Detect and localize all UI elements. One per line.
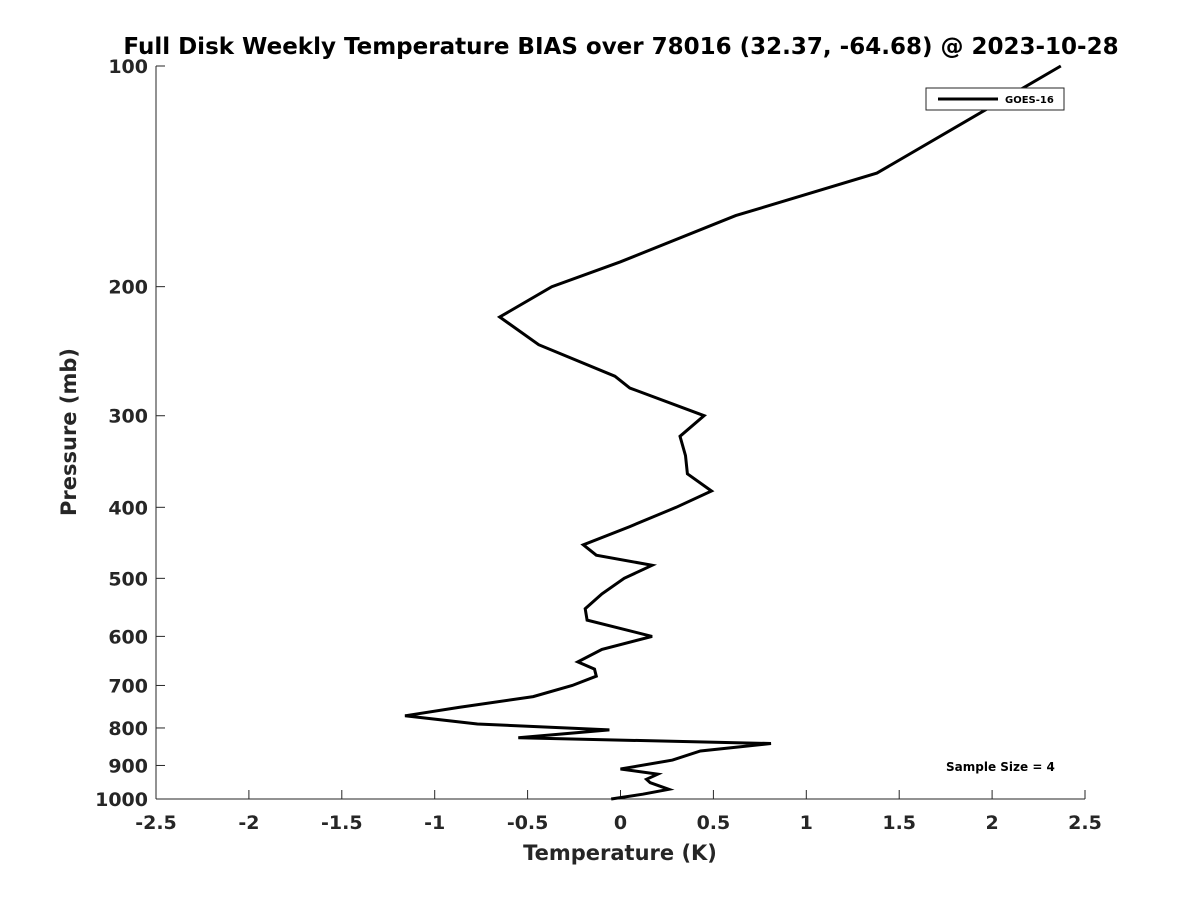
x-tick-label: -2 — [238, 812, 259, 834]
x-tick-label: 1 — [800, 812, 813, 834]
series-group — [404, 64, 1062, 801]
y-axis-ticks: 100 200 300 400 500 600 700 800 900 1000 — [95, 56, 165, 811]
x-axis-ticks: -2.5 -2 -1.5 -1 -0.5 0 0.5 1 1.5 2 2.5 — [135, 790, 1102, 834]
x-tick-label: 0.5 — [697, 812, 731, 834]
y-tick-label: 200 — [108, 277, 148, 299]
x-tick-label: 2.5 — [1068, 812, 1102, 834]
plot-area — [156, 66, 1085, 799]
y-tick-label: 500 — [108, 568, 148, 590]
x-tick-label: -0.5 — [507, 812, 549, 834]
x-tick-label: -1 — [424, 812, 445, 834]
x-tick-label: 1.5 — [882, 812, 916, 834]
legend: GOES-16 — [925, 87, 1065, 111]
chart-title: Full Disk Weekly Temperature BIAS over 7… — [123, 34, 1118, 60]
legend-label-goes-16: GOES-16 — [1005, 95, 1054, 106]
y-tick-label: 100 — [108, 56, 148, 78]
y-tick-label: 800 — [108, 718, 148, 740]
x-tick-label: -2.5 — [135, 812, 177, 834]
y-tick-label: 400 — [108, 497, 148, 519]
sample-size-annotation: Sample Size = 4 — [946, 760, 1055, 774]
x-tick-label: -1.5 — [321, 812, 363, 834]
series-line-goes-16 — [404, 64, 1062, 801]
y-tick-label: 1000 — [95, 789, 148, 811]
y-tick-label: 900 — [108, 755, 148, 777]
y-tick-label: 700 — [108, 675, 148, 697]
y-tick-label: 300 — [108, 406, 148, 428]
x-tick-label: 0 — [614, 812, 627, 834]
x-tick-label: 2 — [985, 812, 998, 834]
x-axis-label: Temperature (K) — [523, 841, 717, 865]
y-axis-label: Pressure (mb) — [57, 348, 81, 516]
y-tick-label: 600 — [108, 626, 148, 648]
